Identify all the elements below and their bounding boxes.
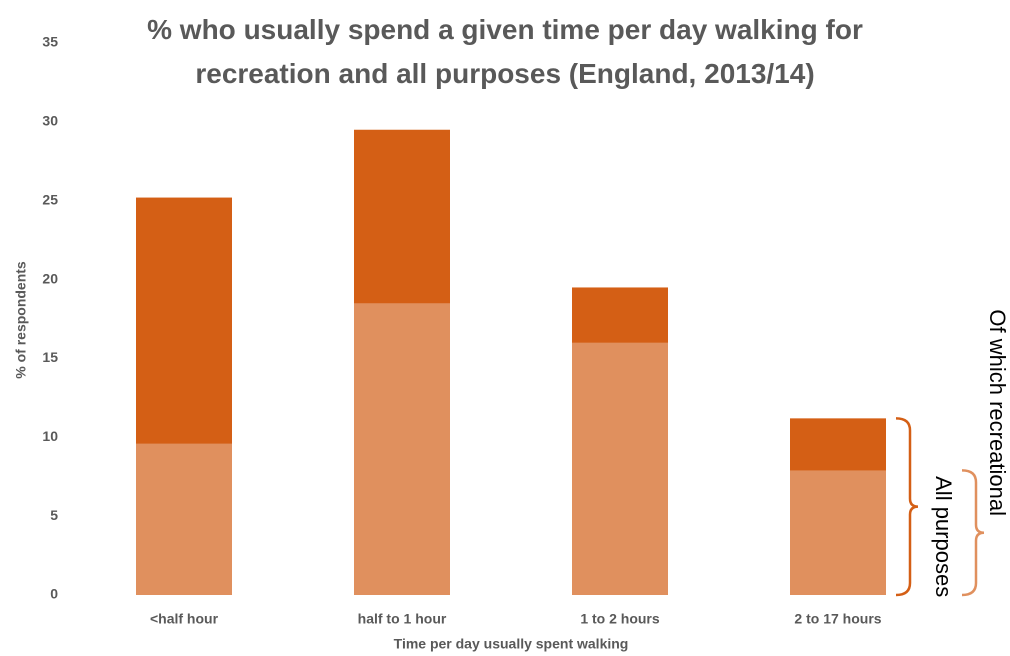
bar xyxy=(572,342,668,595)
legend-bracket xyxy=(895,417,919,597)
y-tick-label: 15 xyxy=(42,349,58,365)
y-tick-label: 20 xyxy=(42,270,58,286)
bar xyxy=(790,470,886,595)
y-tick-label: 25 xyxy=(42,191,58,207)
y-tick-label: 0 xyxy=(50,586,58,602)
y-tick-label: 5 xyxy=(50,507,58,523)
bar xyxy=(354,303,450,595)
y-tick-label: 35 xyxy=(42,34,58,50)
y-axis-label: % of respondents xyxy=(13,261,29,379)
chart-title: % who usually spend a given time per day… xyxy=(147,14,863,89)
x-tick-label: 2 to 17 hours xyxy=(794,611,881,627)
bar xyxy=(136,443,232,595)
x-tick-label: half to 1 hour xyxy=(358,611,447,627)
legend-label: Of which recreational xyxy=(985,309,1010,516)
y-tick-label: 10 xyxy=(42,428,58,444)
x-axis-label: Time per day usually spent walking xyxy=(394,636,629,652)
x-tick-label: 1 to 2 hours xyxy=(580,611,660,627)
legend-label: All purposes xyxy=(931,476,956,597)
legend-bracket xyxy=(961,469,985,597)
x-tick-label: <half hour xyxy=(150,611,219,627)
y-tick-label: 30 xyxy=(42,113,58,129)
